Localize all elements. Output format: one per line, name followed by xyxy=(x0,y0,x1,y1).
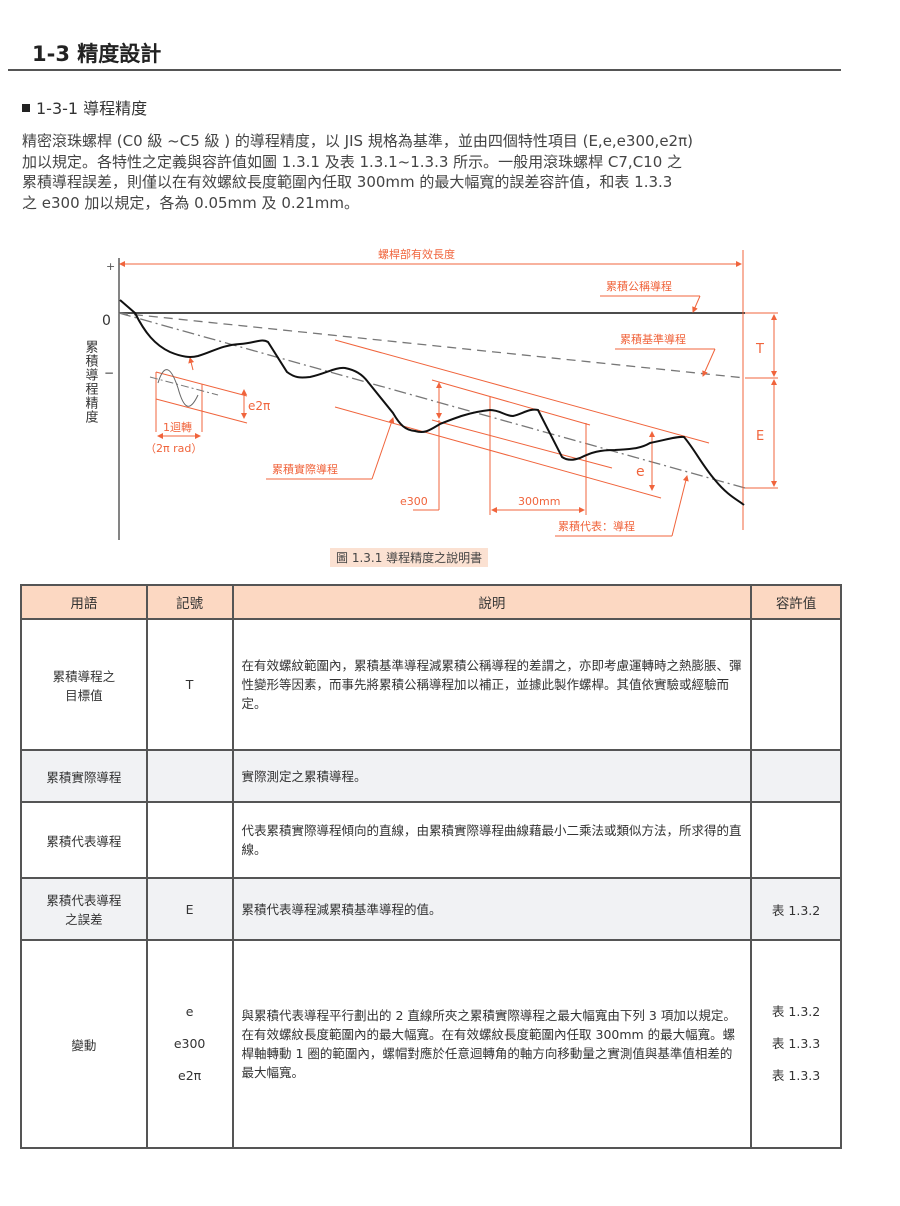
figure-caption: 圖 1.3.1 導程精度之說明書 xyxy=(330,548,489,567)
col-symbol: 記號 xyxy=(145,584,234,620)
T-label: T xyxy=(755,342,764,357)
tolerance-cell xyxy=(750,801,842,879)
e300-label: e300 xyxy=(400,495,428,508)
symbol-cell xyxy=(145,801,234,879)
term-cell: 累積代表導程 之誤差 xyxy=(20,877,148,941)
intro-paragraph: 精密滾珠螺桿 (C0 級 ~C5 級 ) 的導程精度，以 JIS 規格為基準，並… xyxy=(22,131,842,213)
tolerance-e: 表 1.3.2 xyxy=(771,1004,821,1019)
one-turn-label: 1迴轉 xyxy=(163,420,192,434)
e2pi-label: e2π xyxy=(248,399,270,413)
symbol-e: e xyxy=(185,1004,194,1019)
table-row: 累積導程之 目標值 T 在有效螺紋範圍內，累積基準導程減累積公稱導程的差謂之，亦… xyxy=(20,618,842,751)
paragraph-line: 之 e300 加以規定，各為 0.05mm 及 0.21mm。 xyxy=(22,193,359,212)
one-turn-wave xyxy=(157,369,199,407)
representative-lead-line xyxy=(118,312,746,489)
description-cell: 代表累積實際導程傾向的直線，由累積實際導程曲線藉最小二乘法或類似方法，所求得的直… xyxy=(231,801,753,879)
actual-lead-curve xyxy=(119,299,745,506)
plus-label: + xyxy=(106,260,115,273)
symbol-cell xyxy=(145,749,234,803)
col-term: 用語 xyxy=(20,584,148,620)
description-cell: 在有效螺紋範圍內，累積基準導程減累積公稱導程的差謂之，亦即考慮運轉時之熱膨脹、彈… xyxy=(231,618,753,751)
reference-lead-label: 累積基準導程 xyxy=(620,332,686,346)
subsection-heading: 1-3-1 導程精度 xyxy=(22,95,147,119)
tolerance-e300: 表 1.3.3 xyxy=(771,1036,821,1051)
tolerance-e2pi: 表 1.3.3 xyxy=(771,1068,821,1083)
representative-lead-label: 累積代表：導程 xyxy=(558,519,635,533)
tolerance-cell xyxy=(750,749,842,803)
lead-accuracy-diagram: + 0 − 累積導程精度 xyxy=(83,247,778,540)
col-description: 說明 xyxy=(231,584,753,620)
actual-lead-label: 累積實際導程 xyxy=(272,462,338,476)
term-cell: 累積導程之 目標值 xyxy=(20,618,148,751)
table-header-row: 用語 記號 說明 容許值 xyxy=(20,584,842,620)
heading-rule xyxy=(8,69,841,71)
symbol-e2pi: e2π xyxy=(178,1068,202,1083)
bullet-square-icon xyxy=(22,104,30,112)
paragraph-line: 精密滾珠螺桿 (C0 級 ~C5 級 ) 的導程精度，以 JIS 規格為基準，並… xyxy=(22,132,693,150)
e-label: e xyxy=(636,464,645,480)
symbol-cell: e e300 e2π xyxy=(145,939,234,1149)
zero-label: 0 xyxy=(102,313,111,329)
effective-length-label: 螺桿部有效長度 xyxy=(378,247,455,261)
table-row: 累積代表導程 之誤差 E 累積代表導程減累積基準導程的值。 表 1.3.2 xyxy=(20,877,842,941)
nominal-lead-label: 累積公稱導程 xyxy=(606,279,672,293)
parallel-lines xyxy=(119,250,778,537)
symbol-cell: T xyxy=(145,618,234,751)
col-tolerance: 容許值 xyxy=(750,584,842,620)
symbol-cell: E xyxy=(145,877,234,941)
description-cell: 與累積代表導程平行劃出的 2 直線所夾之累積實際導程之最大幅寬由下列 3 項加以… xyxy=(231,939,753,1149)
lead-accuracy-table: 用語 記號 說明 容許值 累積導程之 目標值 T 在有效螺紋範圍內，累積基準導程… xyxy=(20,584,842,1149)
description-cell: 實際測定之累積導程。 xyxy=(231,749,753,803)
tolerance-cell: 表 1.3.2 表 1.3.3 表 1.3.3 xyxy=(750,939,842,1149)
table-row: 累積代表導程 代表累積實際導程傾向的直線，由累積實際導程曲線藉最小二乘法或類似方… xyxy=(20,801,842,879)
300mm-label: 300mm xyxy=(518,495,560,508)
symbol-e300: e300 xyxy=(173,1036,206,1051)
tolerance-cell xyxy=(750,618,842,751)
tolerance-cell: 表 1.3.2 xyxy=(750,877,842,941)
section-heading: 1-3 精度設計 xyxy=(32,42,162,66)
y-axis-label: 累積導程精度 xyxy=(83,340,99,424)
term-cell: 累積實際導程 xyxy=(20,749,148,803)
table-row: 變動 e e300 e2π 與累積代表導程平行劃出的 2 直線所夾之累積實際導程… xyxy=(20,939,842,1149)
paragraph-line: 累積導程誤差，則僅以在有效螺紋長度範圍內任取 300mm 的最大幅寬的誤差容許值… xyxy=(22,173,673,191)
two-pi-rad-label: （2π rad） xyxy=(145,442,202,455)
term-cell: 變動 xyxy=(20,939,148,1149)
description-cell: 累積代表導程減累積基準導程的值。 xyxy=(231,877,753,941)
subsection-title: 1-3-1 導程精度 xyxy=(36,99,148,118)
term-cell: 累積代表導程 xyxy=(20,801,148,879)
minus-label: − xyxy=(104,366,114,380)
paragraph-line: 加以規定。各特性之定義與容許值如圖 1.3.1 及表 1.3.1~1.3.3 所… xyxy=(22,152,683,171)
E-label: E xyxy=(756,429,764,444)
table-row: 累積實際導程 實際測定之累積導程。 xyxy=(20,749,842,803)
